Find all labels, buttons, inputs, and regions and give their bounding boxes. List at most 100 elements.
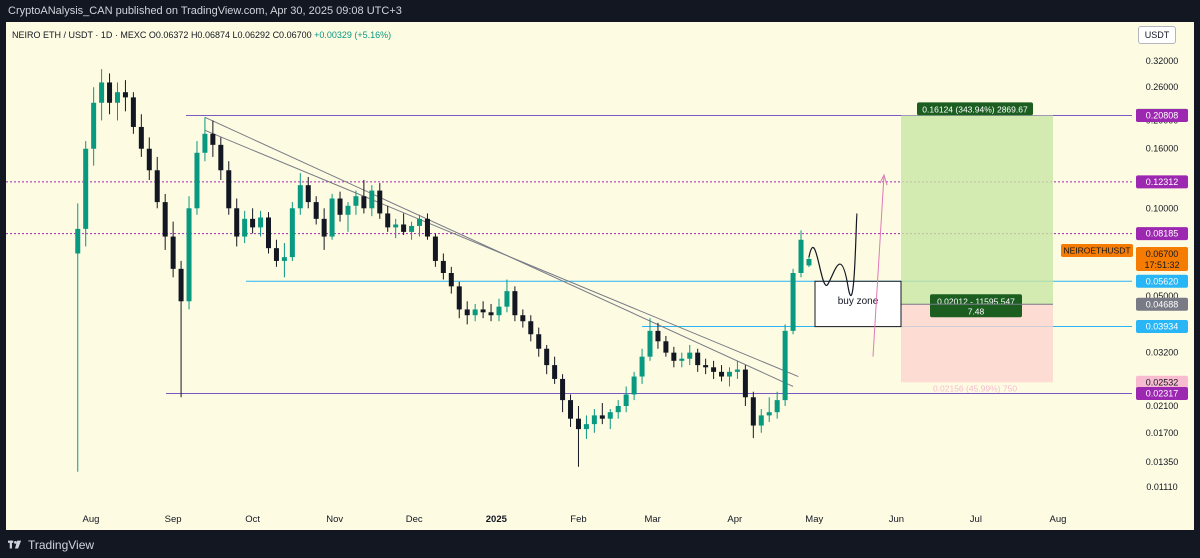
candle xyxy=(615,400,621,419)
candle-body xyxy=(122,92,128,98)
candle-body xyxy=(798,239,804,273)
x-tick-label: Nov xyxy=(326,514,343,525)
x-tick-label: Feb xyxy=(570,514,586,525)
candle xyxy=(671,346,677,368)
candle-body xyxy=(782,330,788,401)
y-tick-label: 0.05000 xyxy=(1146,291,1179,301)
candle-body xyxy=(703,365,709,368)
currency-button[interactable]: USDT xyxy=(1138,26,1176,44)
candle-body xyxy=(337,198,343,215)
candle xyxy=(329,193,335,240)
buy-zone: buy zone xyxy=(814,280,902,328)
candle xyxy=(242,210,248,244)
chart-panel[interactable]: 0.16124 (343.94%) 2869.67 0.02012 - 11595… xyxy=(6,22,1194,530)
candle xyxy=(790,268,796,335)
candle-body xyxy=(583,424,589,430)
candle xyxy=(520,309,526,328)
candles xyxy=(75,69,812,472)
candle-body xyxy=(750,397,756,426)
candle xyxy=(711,360,717,379)
candle xyxy=(488,303,494,322)
price-label-text: 0.08185 xyxy=(1146,229,1179,239)
candle-body xyxy=(385,213,391,228)
candle xyxy=(417,214,423,237)
candle xyxy=(154,156,160,209)
target-label-text: 0.16124 (343.94%) 2869.67 xyxy=(922,104,1028,114)
candle xyxy=(114,82,120,121)
candle xyxy=(575,406,581,467)
symbol-tag-text: NEIROETHUSDT xyxy=(1063,246,1130,256)
price-label-bg xyxy=(1136,297,1188,311)
candle xyxy=(719,365,725,382)
symbol-tag-bg xyxy=(1061,244,1133,258)
candle-body xyxy=(218,144,224,171)
symbol-name[interactable]: NEIRO ETH / USDT · 1D · MEXC xyxy=(12,30,147,40)
price-label-bg xyxy=(1136,227,1188,241)
candle-body xyxy=(615,406,621,413)
publisher-text: CryptoANalysis_CAN published on TradingV… xyxy=(8,5,402,17)
candle-body xyxy=(154,170,160,203)
publisher-bar: CryptoANalysis_CAN published on TradingV… xyxy=(0,0,1200,22)
candle xyxy=(591,409,597,433)
candle-body xyxy=(226,170,232,209)
candle xyxy=(305,177,311,209)
price-label-bg xyxy=(1136,319,1188,333)
long-position-tool[interactable]: 0.16124 (343.94%) 2869.67 0.02012 - 11595… xyxy=(901,102,1053,393)
x-tick-label: Aug xyxy=(1050,514,1067,525)
price-label-bg xyxy=(1136,387,1188,401)
candle xyxy=(130,92,136,134)
candle-body xyxy=(456,286,462,310)
candle-body xyxy=(250,218,256,228)
candle-body xyxy=(599,415,605,419)
candle-body xyxy=(401,224,407,232)
candle xyxy=(432,233,438,267)
candle xyxy=(369,185,375,217)
candle xyxy=(75,203,81,472)
candle-body xyxy=(560,378,566,401)
x-tick-label: Sep xyxy=(165,514,182,525)
candle xyxy=(734,360,740,379)
candle-body xyxy=(711,367,717,372)
candle xyxy=(456,281,462,319)
price-label-text: 0.03934 xyxy=(1146,321,1179,331)
x-tick-label: Dec xyxy=(406,514,423,525)
high-value: H0.06874 xyxy=(190,30,230,40)
x-tick-label: May xyxy=(805,514,823,525)
candle xyxy=(663,335,669,357)
y-tick-label: 0.01110 xyxy=(1146,482,1177,492)
candle xyxy=(210,120,216,157)
candle-body xyxy=(210,133,216,145)
candle xyxy=(194,141,200,215)
tradingview-logo[interactable]: TradingView xyxy=(8,538,94,552)
projection-arrow-line xyxy=(872,175,885,357)
price-label: 0.03934 xyxy=(1136,319,1188,333)
candle-body xyxy=(464,309,470,316)
candle xyxy=(321,208,327,250)
trendlines xyxy=(204,116,799,387)
current-price-text: 0.06700 xyxy=(1146,249,1179,259)
tradingview-brand: TradingView xyxy=(28,538,95,552)
candle xyxy=(353,190,359,215)
countdown-text: 17:51:32 xyxy=(1144,260,1179,270)
candle xyxy=(122,80,128,112)
candle xyxy=(107,73,113,115)
candle xyxy=(297,173,303,215)
candle-body xyxy=(790,273,796,331)
candle-body xyxy=(138,126,144,149)
candle-body xyxy=(568,400,574,419)
candle-body xyxy=(361,196,367,209)
candle xyxy=(258,210,264,237)
candle xyxy=(186,196,192,310)
candle-body xyxy=(639,356,645,377)
candle xyxy=(639,348,645,384)
price-chart[interactable]: 0.16124 (343.94%) 2869.67 0.02012 - 11595… xyxy=(6,22,1194,530)
time-axis: Aug Sep Oct Nov Dec 2025 Feb Mar Apr May Jun Jul Aug xyxy=(83,514,1067,525)
candle-body xyxy=(766,412,772,416)
candle xyxy=(440,253,446,280)
candle xyxy=(401,213,407,235)
candle xyxy=(504,279,510,313)
target-label-bg xyxy=(917,102,1033,116)
candle-body xyxy=(178,268,184,302)
candle xyxy=(647,318,653,361)
